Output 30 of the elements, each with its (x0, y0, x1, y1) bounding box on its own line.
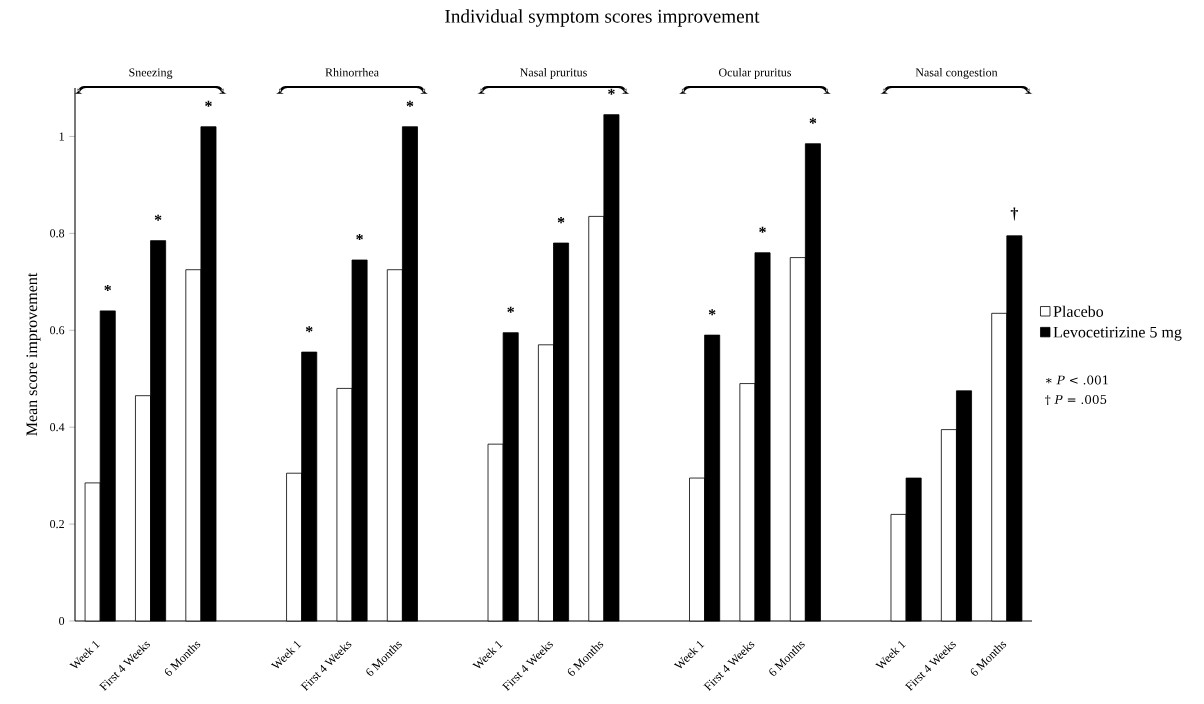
text: ∗ P < .001 (1046, 375, 1108, 385)
data-label: * (104, 284, 112, 291)
y-tick-label: 1 (59, 132, 64, 141)
text: Nasal congestion (915, 68, 998, 79)
text: † P = .005 (1045, 394, 1107, 406)
data-label: * (759, 226, 766, 233)
data-label: * (305, 326, 313, 333)
data-label: * (608, 88, 615, 95)
y-tick-label: 0.8 (50, 229, 65, 238)
text: Rhinorrhea (325, 68, 379, 77)
data-label: * (708, 309, 716, 316)
data-label: * (205, 100, 212, 107)
data-label: * (507, 306, 515, 313)
data-label: * (557, 217, 565, 224)
data-label: * (809, 117, 817, 124)
y-axis-title: Mean score improvement (26, 272, 41, 436)
legend-label: Levocetirizine 5 mg (1053, 326, 1182, 341)
y-tick-label: 0.2 (50, 520, 64, 529)
y-tick-label: 0.6 (50, 326, 65, 335)
legend-label: Placebo (1053, 305, 1104, 317)
data-label: * (406, 100, 414, 107)
y-tick-label: 0.4 (50, 423, 65, 432)
y-tick-label: 0 (59, 616, 65, 626)
data-label: * (154, 214, 162, 221)
text: Ocular pruritus (718, 68, 792, 79)
text: Nasal pruritus (520, 68, 587, 79)
data-label: * (356, 234, 363, 241)
chart-title: Individual symptom scores improvement (445, 9, 760, 27)
text: Sneezing (129, 68, 173, 79)
data-label: † (1010, 207, 1018, 221)
